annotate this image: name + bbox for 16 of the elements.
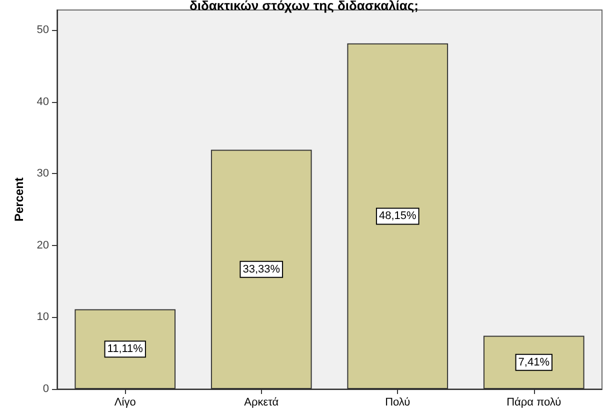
x-tick-label: Πολύ (385, 396, 410, 408)
data-label: 48,15% (378, 210, 416, 222)
y-tick-label: 40 (36, 96, 49, 108)
y-axis-title: Percent (12, 177, 26, 222)
data-label: 11,11% (107, 343, 144, 356)
x-tick-label: Αρκετά (244, 396, 280, 408)
y-tick-label: 50 (36, 24, 49, 36)
y-tick-label: 0 (42, 383, 49, 395)
x-tick-label: Λίγο (114, 396, 136, 408)
data-label: 7,41% (518, 356, 550, 368)
y-tick-label: 10 (36, 311, 49, 324)
data-label: 33,33% (242, 263, 280, 276)
x-tick-label: Πάρα πολύ (506, 396, 562, 408)
y-tick-label: 20 (36, 239, 49, 252)
chart-title: διδακτικών στόχων της διδασκαλίας; (190, 0, 418, 13)
y-tick-label: 30 (36, 168, 49, 180)
